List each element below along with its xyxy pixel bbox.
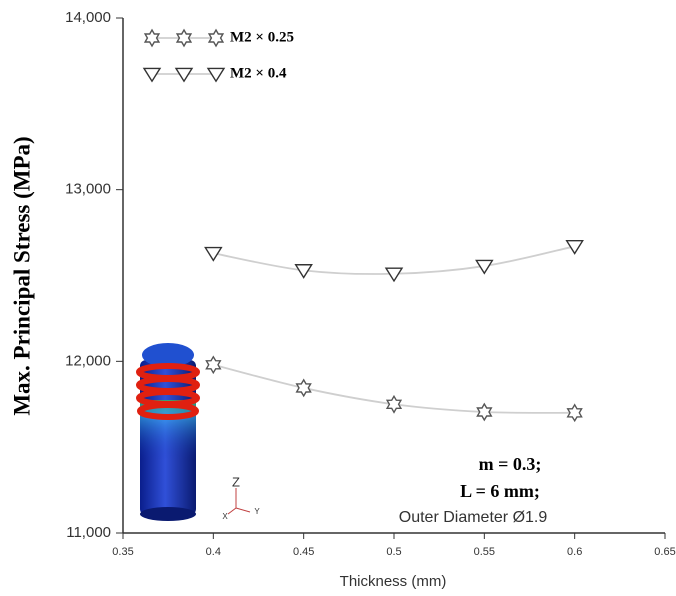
legend-label: M2 × 0.4 bbox=[230, 65, 287, 81]
chart: Z X Y Thickness (mm) Max. Principal Stre… bbox=[0, 0, 676, 596]
annotation: Outer Diameter Ø1.9 bbox=[399, 509, 548, 526]
star-marker bbox=[297, 380, 311, 396]
star-marker bbox=[477, 404, 491, 420]
inset-axis-label: X bbox=[222, 512, 228, 521]
star-marker bbox=[177, 30, 191, 46]
y-tick-label: 14,000 bbox=[65, 9, 111, 26]
x-tick-label: 0.65 bbox=[654, 546, 675, 558]
x-tick-label: 0.4 bbox=[206, 546, 221, 558]
inset-axis-label: Y bbox=[254, 507, 260, 516]
x-tick-label: 0.55 bbox=[474, 546, 495, 558]
x-axis-label: Thickness (mm) bbox=[340, 573, 447, 590]
star-marker bbox=[209, 30, 223, 46]
y-tick-label: 13,000 bbox=[65, 181, 111, 198]
x-tick-label: 0.35 bbox=[112, 546, 133, 558]
annotation: m = 0.3; bbox=[479, 454, 542, 474]
y-tick-label: 12,000 bbox=[65, 352, 111, 369]
star-marker bbox=[145, 30, 159, 46]
annotation: L = 6 mm; bbox=[460, 481, 540, 501]
y-tick-label: 11,000 bbox=[66, 524, 111, 541]
star-marker bbox=[568, 405, 582, 421]
legend-label: M2 × 0.25 bbox=[230, 29, 294, 45]
star-marker bbox=[206, 357, 220, 373]
x-tick-label: 0.45 bbox=[293, 546, 314, 558]
x-tick-label: 0.5 bbox=[386, 546, 401, 558]
y-axis-label: Max. Principal Stress (MPa) bbox=[9, 136, 34, 415]
star-marker bbox=[387, 396, 401, 412]
x-tick-label: 0.6 bbox=[567, 546, 582, 558]
inset-axis-label: Z bbox=[232, 474, 240, 489]
